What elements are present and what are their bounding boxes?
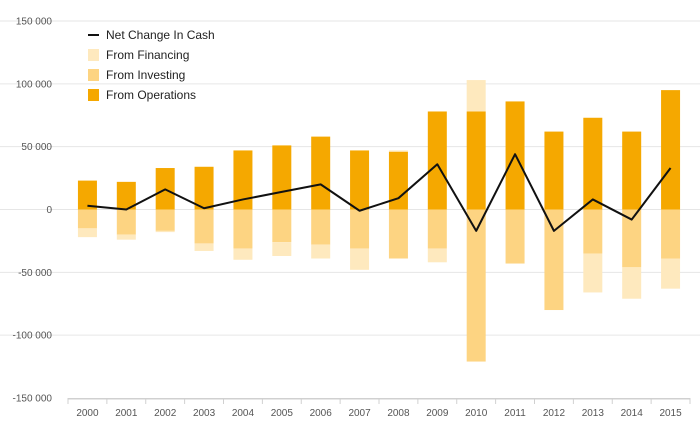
- bar-from-investing-2009: [428, 210, 447, 249]
- x-tick-label: 2004: [232, 408, 255, 419]
- y-tick-label: 0: [46, 205, 52, 216]
- x-tick-label: 2010: [465, 408, 488, 419]
- bar-from-investing-2015: [661, 210, 680, 259]
- bar-from-operations-2007: [350, 150, 369, 209]
- bar-from-investing-2008: [389, 210, 408, 259]
- bar-from-financing-2009: [428, 248, 447, 262]
- bar-from-financing-2008: [389, 150, 408, 151]
- bar-from-financing-2005: [272, 242, 291, 256]
- legend: Net Change In Cash From Financing From Inv…: [88, 28, 215, 102]
- x-tick-label: 2014: [621, 408, 644, 419]
- net-change-line-group: [87, 154, 670, 231]
- y-tick-label: -150 000: [13, 394, 53, 405]
- bar-from-investing-2005: [272, 210, 291, 243]
- bar-from-operations-2009: [428, 111, 447, 209]
- x-tick-label: 2012: [543, 408, 566, 419]
- x-tick-label: 2000: [76, 408, 99, 419]
- legend-label-from-investing: From Investing: [106, 68, 185, 82]
- x-tick-label: 2002: [154, 408, 177, 419]
- x-tick-label: 2011: [504, 408, 526, 419]
- bar-from-investing-2013: [583, 210, 602, 254]
- y-tick-label: -50 000: [18, 268, 52, 279]
- bar-from-financing-2004: [233, 248, 252, 259]
- bar-from-operations-2012: [544, 132, 563, 210]
- cash-flow-chart: 150 000 100 000 50 000 0 -50 000 -100 000 -150…: [0, 0, 700, 433]
- bar-from-investing-2000: [78, 210, 97, 229]
- y-tick-label: -100 000: [13, 331, 53, 342]
- bar-from-financing-2013: [583, 253, 602, 292]
- x-tick-label: 2013: [582, 408, 605, 419]
- bar-from-operations-2003: [195, 167, 214, 210]
- bar-from-financing-2000: [78, 228, 97, 237]
- bar-from-investing-2011: [506, 210, 525, 264]
- y-tick-label: 100 000: [16, 79, 53, 90]
- bar-from-financing-2002: [156, 231, 175, 232]
- x-tick-label: 2009: [426, 408, 449, 419]
- bar-from-investing-2004: [233, 210, 252, 249]
- bar-from-financing-2007: [350, 248, 369, 269]
- net-change-line: [87, 154, 670, 231]
- bar-from-investing-2010: [467, 210, 486, 362]
- legend-swatch-from-investing: [88, 69, 99, 81]
- legend-label-from-operations: From Operations: [106, 88, 196, 102]
- bar-from-operations-2006: [311, 137, 330, 210]
- y-axis-labels: 150 000 100 000 50 000 0 -50 000 -100 000 -150…: [13, 17, 53, 405]
- legend-label-from-financing: From Financing: [106, 48, 189, 62]
- bar-from-financing-2006: [311, 245, 330, 259]
- x-tick-label: 2008: [387, 408, 410, 419]
- x-tick-label: 2007: [348, 408, 371, 419]
- bar-from-financing-2014: [622, 267, 641, 298]
- bar-from-investing-2002: [156, 210, 175, 231]
- x-tick-label: 2015: [659, 408, 682, 419]
- bar-from-operations-2015: [661, 90, 680, 209]
- bar-from-financing-2001: [117, 235, 136, 240]
- x-tick-label: 2003: [193, 408, 216, 419]
- bar-from-operations-2013: [583, 118, 602, 210]
- bar-from-financing-2003: [195, 243, 214, 251]
- legend-swatch-from-operations: [88, 89, 99, 101]
- legend-label-net-change-in-cash: Net Change In Cash: [106, 28, 215, 42]
- bar-from-operations-2014: [622, 132, 641, 210]
- bar-from-investing-2001: [117, 210, 136, 235]
- bar-from-operations-2000: [78, 181, 97, 210]
- bar-from-operations-2010: [467, 111, 486, 209]
- y-tick-label: 50 000: [21, 142, 52, 153]
- bar-from-investing-2003: [195, 210, 214, 244]
- bar-from-financing-2015: [661, 259, 680, 289]
- legend-swatch-from-financing: [88, 49, 99, 61]
- bar-from-investing-2006: [311, 210, 330, 245]
- bars: [78, 80, 680, 361]
- x-tick-label: 2005: [271, 408, 294, 419]
- y-tick-label: 150 000: [16, 17, 53, 28]
- x-tick-label: 2006: [310, 408, 333, 419]
- bar-from-financing-2010: [467, 80, 486, 111]
- x-axis: 2000 2001 2002 2003 2004 2005 2006 2007 2008 2009…: [68, 398, 690, 419]
- chart-container: 150 000 100 000 50 000 0 -50 000 -100 000 -150…: [0, 0, 700, 433]
- bar-from-investing-2007: [350, 210, 369, 249]
- bar-from-operations-2005: [272, 145, 291, 209]
- x-tick-label: 2001: [115, 408, 138, 419]
